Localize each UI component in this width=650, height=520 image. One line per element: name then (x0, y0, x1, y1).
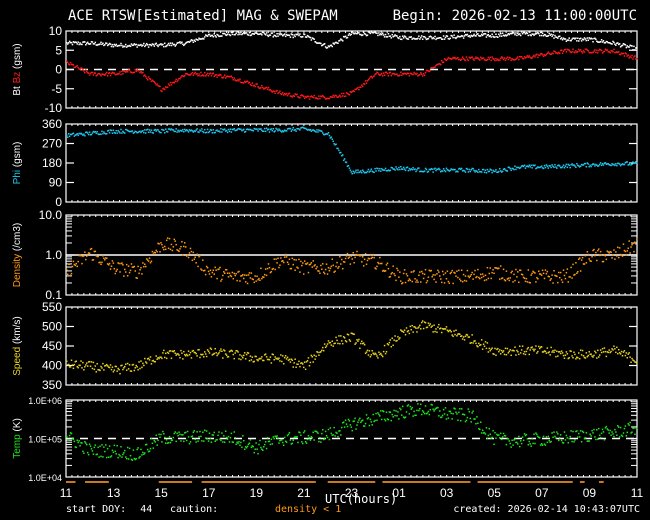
svg-text:-5: -5 (51, 82, 62, 96)
svg-text:03: 03 (440, 486, 454, 500)
svg-text:Density (/cm3): Density (/cm3) (12, 223, 23, 287)
svg-text:90: 90 (49, 176, 63, 190)
svg-text:1.0E+05: 1.0E+05 (28, 435, 62, 445)
caution-density-bar (66, 481, 604, 483)
svg-text:1.0E+06: 1.0E+06 (28, 396, 62, 406)
svg-text:05: 05 (488, 486, 502, 500)
mag-panel: 10 5 0 -5 -10 Bt Bz (gsm) (12, 24, 638, 115)
svg-text:09: 09 (583, 486, 597, 500)
begin-time: Begin: 2026-02-13 11:00:00UTC (392, 8, 637, 24)
svg-text:Temp (K): Temp (K) (12, 418, 23, 459)
svg-text:19: 19 (250, 486, 264, 500)
svg-text:21: 21 (297, 486, 311, 500)
svg-text:1.0E+04: 1.0E+04 (28, 473, 62, 483)
svg-text:360: 360 (42, 117, 62, 131)
temp-series (66, 403, 638, 461)
svg-text:01: 01 (392, 486, 406, 500)
svg-text:07: 07 (535, 486, 549, 500)
speed-panel: 550 500 450 400 350 Speed (km/s) (12, 300, 638, 392)
phi-panel: 360 270 180 90 0 Phi (gsm) (12, 117, 638, 209)
density-panel: 10.0 1.0 0.1 Density (/cm3) (12, 208, 638, 302)
svg-text:0.1: 0.1 (45, 288, 62, 302)
svg-text:5: 5 (55, 43, 62, 57)
speed-series (66, 320, 638, 375)
svg-text:10.0: 10.0 (39, 208, 63, 222)
x-axis-label: UTC(hours) (325, 492, 398, 506)
svg-text:400: 400 (42, 359, 62, 373)
svg-text:350: 350 (42, 378, 62, 392)
svg-text:15: 15 (154, 486, 168, 500)
svg-text:270: 270 (42, 137, 62, 151)
temp-panel: 1.0E+06 1.0E+05 1.0E+04 Temp (K) (12, 396, 638, 483)
svg-text:Speed (km/s): Speed (km/s) (12, 316, 23, 375)
start-doy-label-text: start DOY: (66, 504, 127, 515)
bz-series (66, 48, 638, 100)
chart-title: ACE RTSW[Estimated] MAG & SWEPAM (68, 8, 338, 24)
bt-series (66, 31, 638, 51)
svg-text:450: 450 (42, 339, 62, 353)
svg-text:11: 11 (631, 486, 644, 500)
svg-text:10: 10 (49, 24, 63, 38)
caution-density-note: density < 1 (275, 504, 342, 515)
svg-text:17: 17 (202, 486, 216, 500)
svg-text:0: 0 (55, 195, 62, 209)
svg-text:13: 13 (107, 486, 121, 500)
start-doy-label: start DOY: 44 (66, 504, 152, 515)
svg-text:0: 0 (55, 63, 62, 77)
x-axis: 11 13 15 17 19 21 23 01 03 05 07 09 11 (60, 486, 644, 500)
created-time: created: 2026-02-14 10:43:07UTC (453, 504, 640, 515)
svg-text:Phi (gsm): Phi (gsm) (12, 142, 23, 185)
svg-text:180: 180 (42, 156, 62, 170)
svg-text:23: 23 (345, 486, 359, 500)
caution-label: caution: (170, 504, 219, 515)
density-series (66, 237, 638, 285)
svg-text:-10: -10 (45, 101, 63, 115)
phi-series (66, 126, 638, 175)
svg-text:11: 11 (60, 486, 73, 500)
svg-text:500: 500 (42, 320, 62, 334)
svg-text:550: 550 (42, 300, 62, 314)
start-doy-value: 44 (140, 504, 153, 515)
svg-text:1.0: 1.0 (45, 248, 62, 262)
svg-text:Bt Bz (gsm): Bt Bz (gsm) (12, 43, 23, 95)
